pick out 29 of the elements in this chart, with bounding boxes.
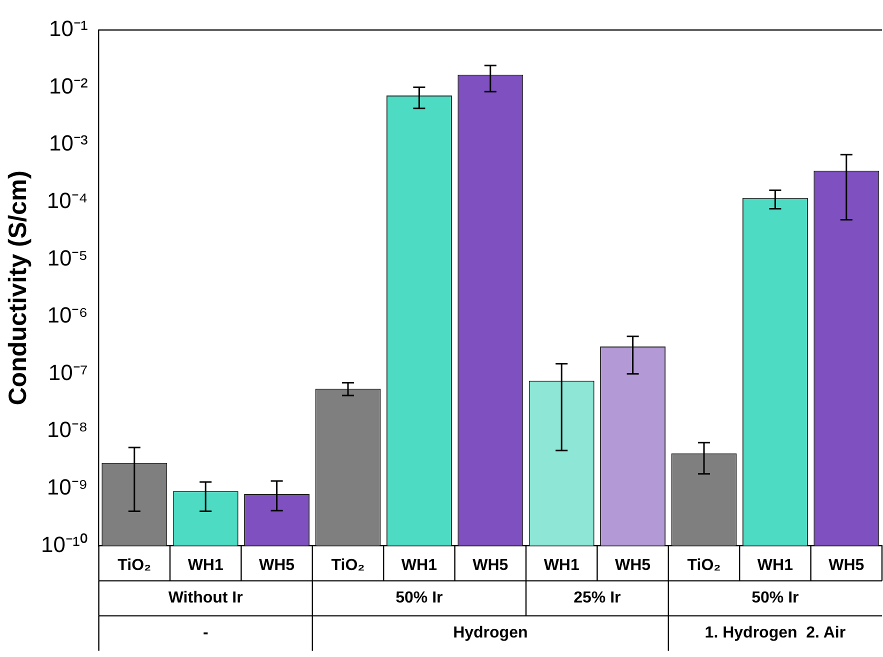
x-tick-label: WH1	[544, 556, 580, 574]
y-axis-title: Conductivity (S/cm)	[4, 170, 32, 406]
y-tick-label: 10⁻⁴	[46, 188, 88, 213]
text: Without Ir	[168, 590, 243, 607]
text: 50% Ir	[396, 590, 443, 607]
text: 1. Hydrogen 2. Air	[704, 624, 846, 642]
text: -	[202, 624, 208, 642]
x-tick-label: TiO₂	[687, 556, 721, 574]
y-tick-label: 10⁻⁵	[47, 245, 88, 270]
y-tick-label: 10⁻⁹	[46, 474, 88, 500]
x-tick-label: WH1	[188, 556, 224, 574]
x-tick-label: TiO₂	[118, 556, 152, 574]
x-tick-label: WH5	[259, 556, 295, 574]
y-tick-label: 10⁻¹⁰	[41, 532, 88, 557]
x-tick-label: WH5	[828, 556, 864, 574]
y-tick-label: 10⁻⁷	[48, 360, 88, 385]
x-tick-label: WH5	[472, 556, 508, 574]
text: 25% Ir	[574, 590, 621, 607]
y-tick-label: 10⁻³	[49, 130, 88, 156]
y-tick-label: 10⁻⁶	[47, 302, 88, 328]
x-tick-label: WH1	[401, 556, 438, 574]
y-tick-label: 10⁻¹	[49, 16, 88, 42]
x-tick-label: TiO₂	[331, 556, 365, 574]
x-tick-label: WH1	[757, 556, 794, 574]
y-tick-label: 10⁻⁸	[47, 417, 88, 442]
text: Hydrogen	[453, 624, 528, 642]
y-tick-label: 10⁻²	[49, 73, 88, 98]
text: 50% Ir	[752, 590, 799, 607]
x-tick-label: WH5	[615, 556, 651, 574]
